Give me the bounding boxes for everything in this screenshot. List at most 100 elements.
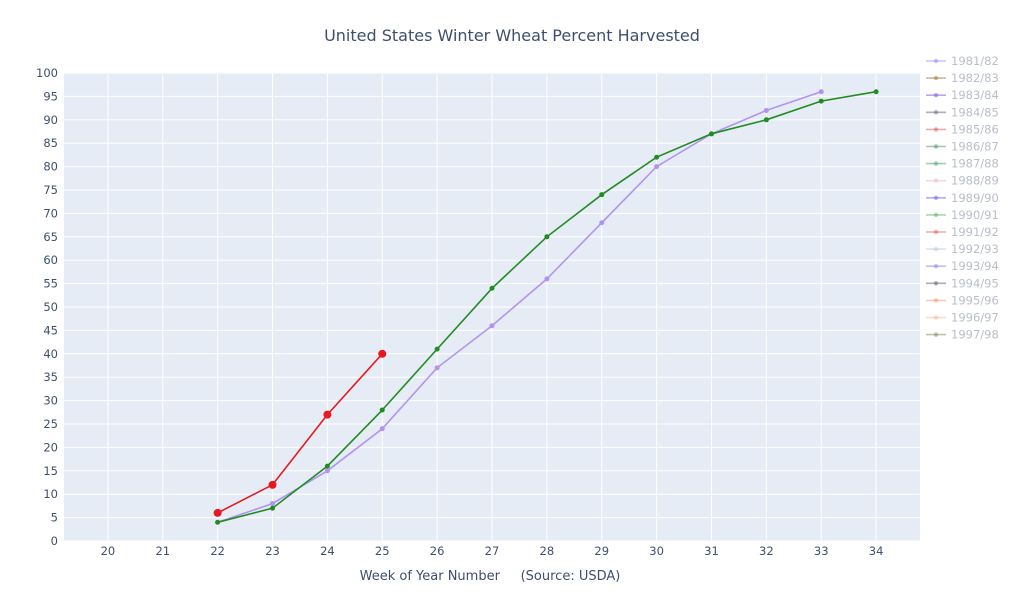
data-point [763,117,769,123]
legend-label: 1983/84 [951,88,999,102]
y-tick-label: 15 [43,464,58,478]
x-tick-label: 28 [540,544,555,558]
data-point [873,89,879,95]
legend-item[interactable]: 1996/97 [926,311,999,325]
legend-marker-swatch [933,332,939,337]
x-tick-label: 33 [814,544,829,558]
series-lines [213,89,879,525]
legend-item[interactable]: 1981/82 [926,54,999,68]
x-axis-ticks: 20 21 22 23 24 25 26 27 28 29 30 31 32 33 34 [101,544,884,558]
legend-item[interactable]: 1988/89 [926,174,999,188]
legend-marker-swatch [933,229,939,235]
legend-marker-swatch [933,195,939,200]
y-tick-label: 90 [43,113,58,127]
y-tick-label: 0 [51,534,58,548]
legend-item[interactable]: 1985/86 [926,122,999,136]
legend-label: 1986/87 [951,140,999,154]
legend-item[interactable]: 1997/98 [926,328,999,342]
legend[interactable]: 1981/82 1982/83 1983/84 1984/85 1985/86 1986/… [926,54,999,342]
data-point [818,89,824,95]
legend-marker-swatch [933,298,939,303]
legend-item[interactable]: 1989/90 [926,191,999,205]
legend-item[interactable]: 1983/84 [926,88,999,102]
data-point [324,468,330,474]
legend-item[interactable]: 1993/94 [926,259,999,273]
legend-marker-swatch [933,264,939,269]
data-point [654,164,660,170]
legend-marker-swatch [933,178,939,183]
series-line [217,353,383,514]
legend-item[interactable]: 1994/95 [926,276,999,290]
y-tick-label: 65 [43,230,58,244]
legend-label: 1994/95 [951,276,999,290]
data-point [599,220,605,226]
x-tick-label: 26 [430,544,445,558]
x-tick-label: 25 [375,544,390,558]
legend-marker-swatch [933,58,939,64]
legend-label: 1987/88 [951,157,999,171]
data-point [763,107,769,113]
legend-marker-swatch [933,75,939,81]
legend-item[interactable]: 1990/91 [926,208,999,222]
data-point [544,234,550,240]
x-tick-label: 30 [649,544,664,558]
legend-label: 1995/96 [951,293,999,307]
legend-marker-swatch [933,281,939,286]
legend-label: 1984/85 [951,105,999,119]
y-tick-label: 50 [43,300,58,314]
data-point [324,463,330,469]
legend-label: 1997/98 [951,328,999,342]
legend-marker-swatch [933,212,939,218]
legend-label: 1988/89 [951,174,999,188]
data-point [270,505,276,511]
legend-marker-swatch [933,127,939,132]
data-point [379,407,385,413]
data-point [379,426,385,432]
legend-label: 1991/92 [951,225,999,239]
y-tick-label: 25 [43,417,58,431]
legend-label: 1985/86 [951,122,999,136]
y-tick-label: 35 [43,370,58,384]
x-tick-label: 23 [265,544,280,558]
data-point [708,131,714,137]
y-tick-label: 10 [43,487,58,501]
data-point [434,346,440,352]
y-tick-label: 100 [36,66,58,80]
y-tick-label: 5 [51,511,58,525]
legend-item[interactable]: 1987/88 [926,157,999,171]
data-point [270,501,276,507]
y-tick-label: 60 [43,253,58,267]
legend-marker-swatch [933,315,939,320]
x-tick-label: 22 [210,544,225,558]
legend-marker-swatch [933,110,939,115]
data-point [268,480,277,489]
x-tick-label: 27 [485,544,500,558]
y-tick-label: 85 [43,136,58,150]
series-2 [215,89,879,525]
legend-item[interactable]: 1984/85 [926,105,999,119]
y-tick-label: 75 [43,183,58,197]
x-tick-label: 24 [320,544,335,558]
legend-item[interactable]: 1992/93 [926,242,999,256]
data-point [215,519,221,525]
legend-item[interactable]: 1991/92 [926,225,999,239]
y-tick-label: 80 [43,160,58,174]
legend-label: 1989/90 [951,191,999,205]
data-point [489,323,495,329]
data-point [323,410,332,419]
data-point [599,192,605,198]
legend-item[interactable]: 1986/87 [926,140,999,154]
legend-item[interactable]: 1995/96 [926,293,999,307]
y-tick-label: 55 [43,277,58,291]
data-point [489,285,495,291]
legend-label: 1982/83 [951,71,999,85]
y-tick-label: 30 [43,394,58,408]
y-tick-label: 70 [43,206,58,220]
legend-marker-swatch [933,161,939,166]
x-tick-label: 21 [155,544,170,558]
legend-item[interactable]: 1982/83 [926,71,999,85]
data-point [213,508,222,517]
x-tick-label: 31 [704,544,719,558]
x-tick-label: 20 [101,544,116,558]
